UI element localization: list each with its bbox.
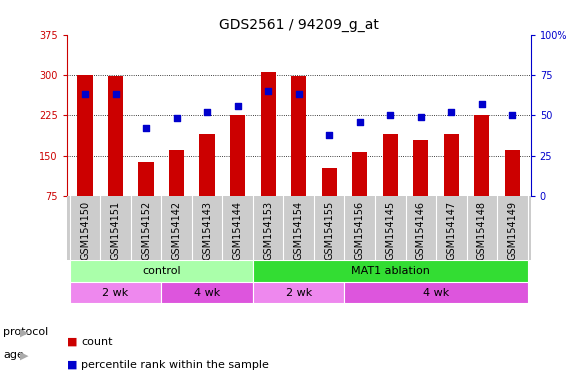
Text: GSM154151: GSM154151 (111, 201, 121, 260)
Bar (200, 134, 215, 196)
Bar (352, 152, 367, 196)
Bar (108, 76, 123, 196)
Point (202, 109, 212, 115)
Point (81, 91, 90, 97)
Text: GSM154150: GSM154150 (80, 201, 90, 260)
Text: MAT1 ablation: MAT1 ablation (351, 266, 430, 276)
Bar (77, 75, 93, 196)
Text: GSM154148: GSM154148 (477, 201, 487, 260)
Text: GSM154149: GSM154149 (508, 201, 517, 260)
Text: percentile rank within the sample: percentile rank within the sample (81, 360, 269, 370)
Point (294, 91, 303, 97)
Bar (345, 282, 528, 303)
Bar (474, 115, 490, 196)
Point (386, 112, 395, 118)
Text: 2 wk: 2 wk (285, 288, 312, 298)
Bar (253, 282, 345, 303)
Bar (161, 282, 253, 303)
Point (233, 103, 242, 109)
Point (477, 101, 487, 107)
Bar (169, 150, 184, 196)
Bar (413, 141, 429, 196)
Text: GSM154155: GSM154155 (324, 201, 334, 260)
Title: GDS2561 / 94209_g_at: GDS2561 / 94209_g_at (219, 18, 379, 32)
Text: GSM154153: GSM154153 (263, 201, 273, 260)
Text: control: control (142, 266, 180, 276)
Point (172, 115, 181, 121)
Point (416, 114, 426, 120)
Point (111, 91, 120, 97)
Text: ■: ■ (67, 337, 77, 347)
Text: protocol: protocol (3, 327, 48, 337)
Text: GSM154146: GSM154146 (416, 201, 426, 260)
Text: ▶: ▶ (20, 350, 29, 360)
Text: count: count (81, 337, 113, 347)
Text: 2 wk: 2 wk (103, 288, 129, 298)
Point (508, 112, 517, 118)
Text: GSM154145: GSM154145 (385, 201, 396, 260)
Point (355, 119, 364, 125)
Text: GSM154144: GSM154144 (233, 201, 242, 260)
Point (142, 125, 151, 131)
Bar (291, 76, 306, 196)
Text: GSM154142: GSM154142 (172, 201, 182, 260)
Text: 4 wk: 4 wk (194, 288, 220, 298)
Point (447, 109, 456, 115)
Bar (321, 168, 337, 196)
Bar (505, 150, 520, 196)
Text: ▶: ▶ (20, 327, 29, 337)
Text: 4 wk: 4 wk (423, 288, 449, 298)
Bar (70, 260, 253, 282)
Bar (70, 282, 161, 303)
Text: GSM154143: GSM154143 (202, 201, 212, 260)
Bar (444, 134, 459, 196)
Bar (253, 260, 528, 282)
Text: ■: ■ (67, 360, 77, 370)
Point (263, 88, 273, 94)
Bar (383, 134, 398, 196)
Point (325, 131, 334, 137)
Bar (139, 162, 154, 196)
Bar (230, 115, 245, 196)
Text: GSM154156: GSM154156 (355, 201, 365, 260)
Text: age: age (3, 350, 24, 360)
Bar (260, 72, 276, 196)
Text: GSM154147: GSM154147 (447, 201, 456, 260)
Text: GSM154154: GSM154154 (293, 201, 304, 260)
Text: GSM154152: GSM154152 (141, 201, 151, 260)
